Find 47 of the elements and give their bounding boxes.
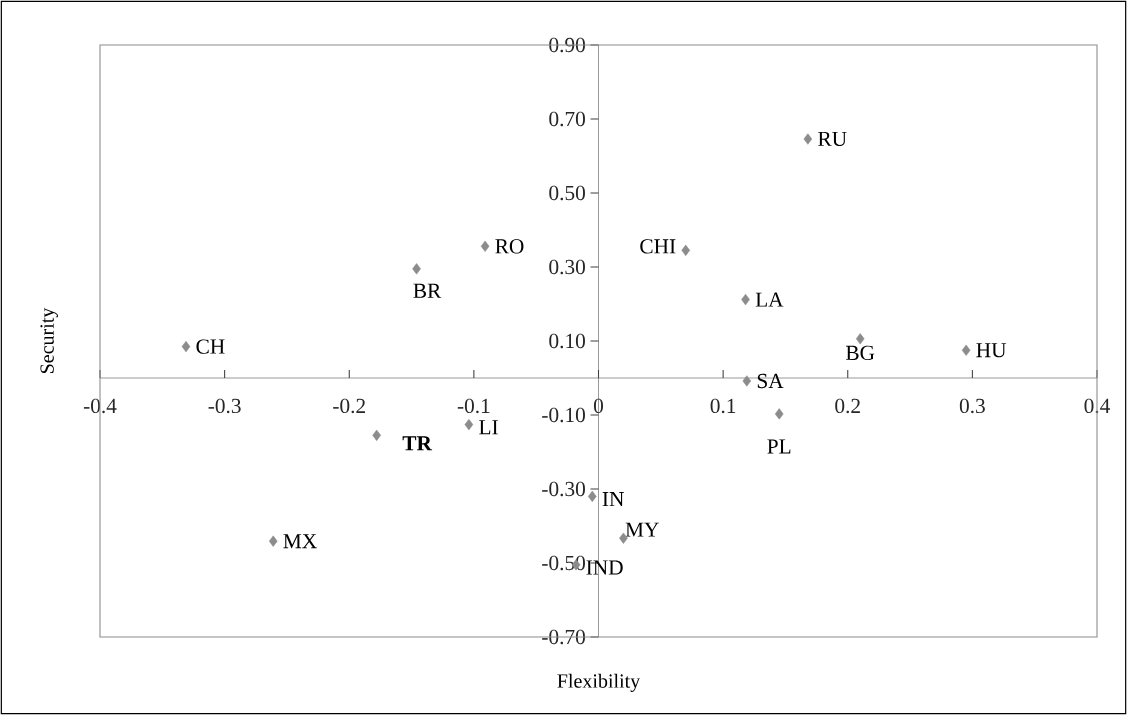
y-tick-label: 0.10 <box>549 333 585 349</box>
y-tick-label: -0.70 <box>542 629 585 645</box>
point <box>681 244 691 256</box>
annotation: TR <box>402 436 433 451</box>
x-tick-label: 0.2 <box>835 398 860 414</box>
annotation: CH <box>196 339 225 354</box>
annotation: SA <box>757 373 784 389</box>
point <box>181 340 191 353</box>
x-axis-title: Flexibility <box>557 673 641 692</box>
point <box>372 429 381 441</box>
x-tick-label: 0.4 <box>1084 398 1110 414</box>
y-tick-label: 0.30 <box>549 259 585 275</box>
annotation: PL <box>767 439 791 454</box>
point <box>268 535 278 547</box>
annotation: MY <box>625 522 659 537</box>
point <box>961 344 971 356</box>
x-tick-label: -0.1 <box>457 398 490 414</box>
point <box>742 375 752 387</box>
x-tick-label: -0.4 <box>83 398 117 414</box>
annotation: LI <box>479 420 498 435</box>
x-tick-label: -0.3 <box>208 398 241 414</box>
y-tick-label: 0.90 <box>549 37 585 53</box>
y-axis-title: Security <box>40 307 58 373</box>
annotation: LA <box>755 292 784 307</box>
point <box>774 408 784 420</box>
point <box>412 263 421 275</box>
x-tick-label: 0.1 <box>710 398 736 414</box>
annotation: IND <box>586 560 623 575</box>
y-tick-label: 0.50 <box>549 185 585 201</box>
annotation: BR <box>413 283 442 298</box>
annotation: HU <box>976 343 1007 358</box>
x-tick-label: 0 <box>593 398 604 414</box>
y-tick-label: -0.10 <box>542 407 585 423</box>
annotation: BG <box>846 345 875 361</box>
annotation: RO <box>495 239 524 254</box>
annotation: RU <box>818 131 847 147</box>
annotation: IN <box>602 492 624 507</box>
y-tick-label: -0.30 <box>542 481 585 497</box>
y-tick-label: 0.70 <box>549 111 585 127</box>
point <box>855 333 865 345</box>
point <box>803 133 813 145</box>
annotation: MX <box>283 534 317 549</box>
annotation: CHI <box>640 239 676 254</box>
x-tick-label: 0.3 <box>959 398 985 414</box>
point <box>464 419 474 431</box>
x-tick-label: -0.2 <box>333 398 365 414</box>
point <box>480 240 490 252</box>
